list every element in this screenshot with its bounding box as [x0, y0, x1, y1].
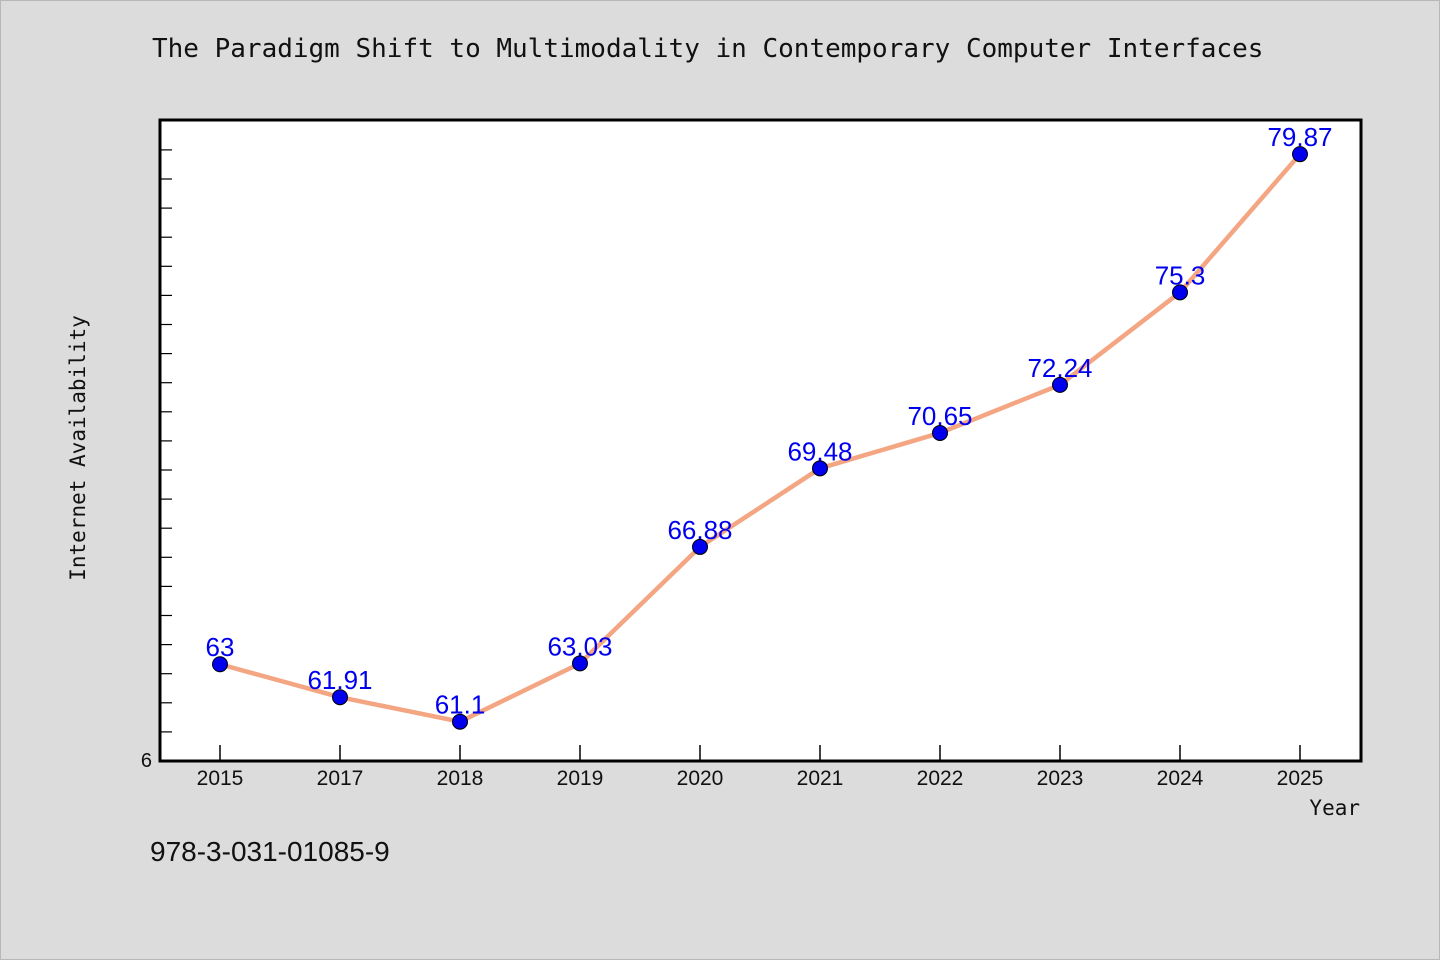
- x-tick-label: 2018: [437, 767, 484, 790]
- x-tick-label: 2019: [557, 767, 604, 790]
- x-tick-label: 2015: [197, 767, 244, 790]
- x-tick-label: 2022: [917, 767, 964, 790]
- plot-area: [158, 118, 1363, 763]
- data-label: 63.03: [547, 631, 612, 661]
- data-label: 79.87: [1267, 122, 1332, 152]
- x-axis-label: Year: [1309, 796, 1360, 820]
- data-point: [812, 460, 828, 477]
- data-label: 61.91: [307, 665, 372, 695]
- x-tick-label: 2024: [1157, 767, 1204, 790]
- data-label: 75.3: [1155, 260, 1206, 290]
- series-line: [219, 152, 1302, 724]
- data-point: [1172, 284, 1188, 301]
- data-label: 70.65: [907, 401, 972, 431]
- data-point: [692, 538, 708, 555]
- data-label: 66.88: [667, 515, 732, 545]
- data-point: [212, 656, 228, 673]
- data-label: 72.24: [1027, 353, 1092, 383]
- x-tick-label: 2017: [317, 767, 364, 790]
- data-point: [1052, 376, 1068, 393]
- isbn-footnote: 978-3-031-01085-9: [150, 836, 390, 867]
- data-point: [452, 713, 468, 730]
- data-point: [1292, 146, 1308, 163]
- data-point: [932, 424, 948, 441]
- data-label: 61.1: [435, 690, 486, 720]
- x-tick-label: 2025: [1277, 767, 1324, 790]
- data-label: 63: [206, 632, 235, 662]
- x-tick-label: 2023: [1037, 767, 1084, 790]
- chart-title: The Paradigm Shift to Multimodality in C…: [152, 34, 1264, 64]
- y-tick-label: 6: [141, 750, 152, 772]
- data-label: 69.48: [787, 436, 852, 466]
- data-point: [572, 655, 588, 672]
- x-tick-label: 2021: [797, 767, 844, 790]
- data-point: [332, 689, 348, 706]
- x-tick-label: 2020: [677, 767, 724, 790]
